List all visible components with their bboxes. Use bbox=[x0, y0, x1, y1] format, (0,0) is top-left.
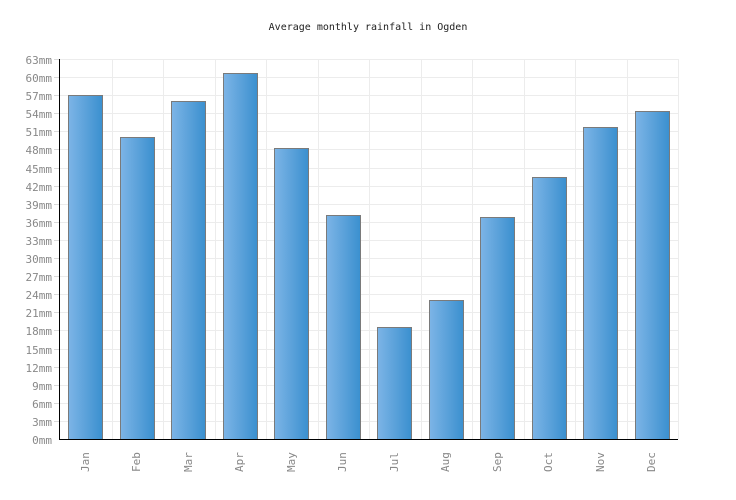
y-axis-tick-label: 48mm bbox=[25, 144, 53, 157]
gridline-vertical bbox=[472, 59, 473, 439]
y-axis-tick-label: 9mm bbox=[32, 380, 52, 393]
y-axis-tick-label: 6mm bbox=[32, 398, 52, 411]
y-axis-tick-label: 15mm bbox=[25, 344, 53, 357]
x-axis-label-jul: Jul bbox=[388, 452, 401, 472]
x-axis-label-sep: Sep bbox=[491, 452, 504, 472]
y-axis-tick-label: 33mm bbox=[25, 235, 53, 248]
bar-feb bbox=[120, 137, 155, 439]
y-axis-tick-label: 60mm bbox=[25, 72, 53, 85]
bar-mar bbox=[171, 101, 206, 439]
y-axis-tick bbox=[54, 77, 59, 78]
y-axis-tick bbox=[54, 421, 59, 422]
y-axis-tick bbox=[54, 95, 59, 96]
y-axis-tick-label: 57mm bbox=[25, 90, 53, 103]
x-axis-label-may: May bbox=[285, 452, 298, 472]
bar-sep bbox=[480, 217, 515, 439]
bar-apr bbox=[223, 73, 258, 439]
gridline-vertical bbox=[369, 59, 370, 439]
y-axis-tick-label: 12mm bbox=[25, 362, 53, 375]
gridline-vertical bbox=[215, 59, 216, 439]
y-axis-tick-label: 51mm bbox=[25, 126, 53, 139]
x-axis-label-jan: Jan bbox=[79, 452, 92, 472]
gridline-vertical bbox=[112, 59, 113, 439]
y-axis-tick bbox=[54, 312, 59, 313]
y-axis-tick bbox=[54, 276, 59, 277]
bar-jul bbox=[377, 327, 412, 439]
gridline-vertical bbox=[163, 59, 164, 439]
bar-dec bbox=[635, 111, 670, 439]
y-axis-tick bbox=[54, 349, 59, 350]
y-axis-tick-label: 27mm bbox=[25, 271, 53, 284]
gridline-vertical bbox=[524, 59, 525, 439]
y-axis-tick bbox=[54, 367, 59, 368]
gridline-vertical bbox=[575, 59, 576, 439]
gridline-vertical bbox=[678, 59, 679, 439]
chart-title: Average monthly rainfall in Ogden bbox=[268, 22, 468, 33]
bar-oct bbox=[532, 177, 567, 439]
gridline-vertical bbox=[318, 59, 319, 439]
x-axis-label-dec: Dec bbox=[645, 452, 658, 472]
y-axis-tick bbox=[54, 403, 59, 404]
bar-aug bbox=[429, 300, 464, 439]
x-axis-label-jun: Jun bbox=[336, 452, 349, 472]
y-axis-tick bbox=[54, 204, 59, 205]
y-axis-tick-label: 36mm bbox=[25, 217, 53, 230]
x-axis-label-oct: Oct bbox=[542, 452, 555, 472]
y-axis-tick bbox=[54, 385, 59, 386]
y-axis-tick-label: 30mm bbox=[25, 253, 53, 266]
y-axis-tick bbox=[54, 186, 59, 187]
x-axis-label-mar: Mar bbox=[182, 452, 195, 472]
y-axis-tick-label: 0mm bbox=[32, 434, 52, 447]
y-axis-tick-label: 63mm bbox=[25, 54, 53, 67]
y-axis-tick bbox=[54, 113, 59, 114]
y-axis-tick bbox=[54, 59, 59, 60]
y-axis-tick bbox=[54, 131, 59, 132]
y-axis-tick-label: 18mm bbox=[25, 325, 53, 338]
y-axis-tick-label: 54mm bbox=[25, 108, 53, 121]
plot-area bbox=[59, 59, 679, 440]
y-axis-tick-label: 21mm bbox=[25, 307, 53, 320]
bar-jan bbox=[68, 95, 103, 439]
y-axis-tick bbox=[54, 294, 59, 295]
y-axis-tick bbox=[54, 149, 59, 150]
y-axis-tick bbox=[54, 258, 59, 259]
gridline-vertical bbox=[627, 59, 628, 439]
bar-may bbox=[274, 148, 309, 439]
x-axis-label-feb: Feb bbox=[130, 452, 143, 472]
y-axis-tick-label: 24mm bbox=[25, 289, 53, 302]
y-axis-tick-label: 45mm bbox=[25, 163, 53, 176]
y-axis-tick bbox=[54, 168, 59, 169]
x-axis-label-nov: Nov bbox=[594, 452, 607, 472]
gridline-vertical bbox=[421, 59, 422, 439]
x-axis-label-aug: Aug bbox=[439, 452, 452, 472]
y-axis-tick-label: 39mm bbox=[25, 199, 53, 212]
gridline-vertical bbox=[266, 59, 267, 439]
y-axis-tick-label: 3mm bbox=[32, 416, 52, 429]
bar-nov bbox=[583, 127, 618, 439]
y-axis-tick bbox=[54, 330, 59, 331]
y-axis-tick bbox=[54, 222, 59, 223]
x-axis-label-apr: Apr bbox=[233, 452, 246, 472]
y-axis-tick-label: 42mm bbox=[25, 181, 53, 194]
bar-jun bbox=[326, 215, 361, 439]
y-axis-tick bbox=[54, 240, 59, 241]
